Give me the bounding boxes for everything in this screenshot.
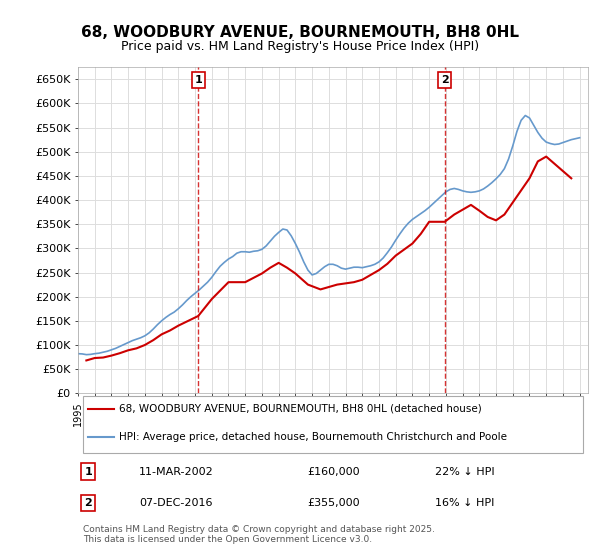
Text: Contains HM Land Registry data © Crown copyright and database right 2025.
This d: Contains HM Land Registry data © Crown c…	[83, 525, 435, 544]
Text: 1: 1	[85, 466, 92, 477]
Text: HPI: Average price, detached house, Bournemouth Christchurch and Poole: HPI: Average price, detached house, Bour…	[119, 432, 507, 442]
Text: 2: 2	[85, 498, 92, 508]
Text: 2: 2	[441, 75, 449, 85]
FancyBboxPatch shape	[83, 396, 583, 453]
Text: £355,000: £355,000	[308, 498, 360, 508]
Text: 68, WOODBURY AVENUE, BOURNEMOUTH, BH8 0HL: 68, WOODBURY AVENUE, BOURNEMOUTH, BH8 0H…	[81, 25, 519, 40]
Text: 68, WOODBURY AVENUE, BOURNEMOUTH, BH8 0HL (detached house): 68, WOODBURY AVENUE, BOURNEMOUTH, BH8 0H…	[119, 404, 482, 414]
Text: 16% ↓ HPI: 16% ↓ HPI	[435, 498, 494, 508]
Text: £160,000: £160,000	[308, 466, 360, 477]
Text: 07-DEC-2016: 07-DEC-2016	[139, 498, 212, 508]
Text: Price paid vs. HM Land Registry's House Price Index (HPI): Price paid vs. HM Land Registry's House …	[121, 40, 479, 53]
Text: 11-MAR-2002: 11-MAR-2002	[139, 466, 214, 477]
Text: 1: 1	[194, 75, 202, 85]
Text: 22% ↓ HPI: 22% ↓ HPI	[435, 466, 494, 477]
